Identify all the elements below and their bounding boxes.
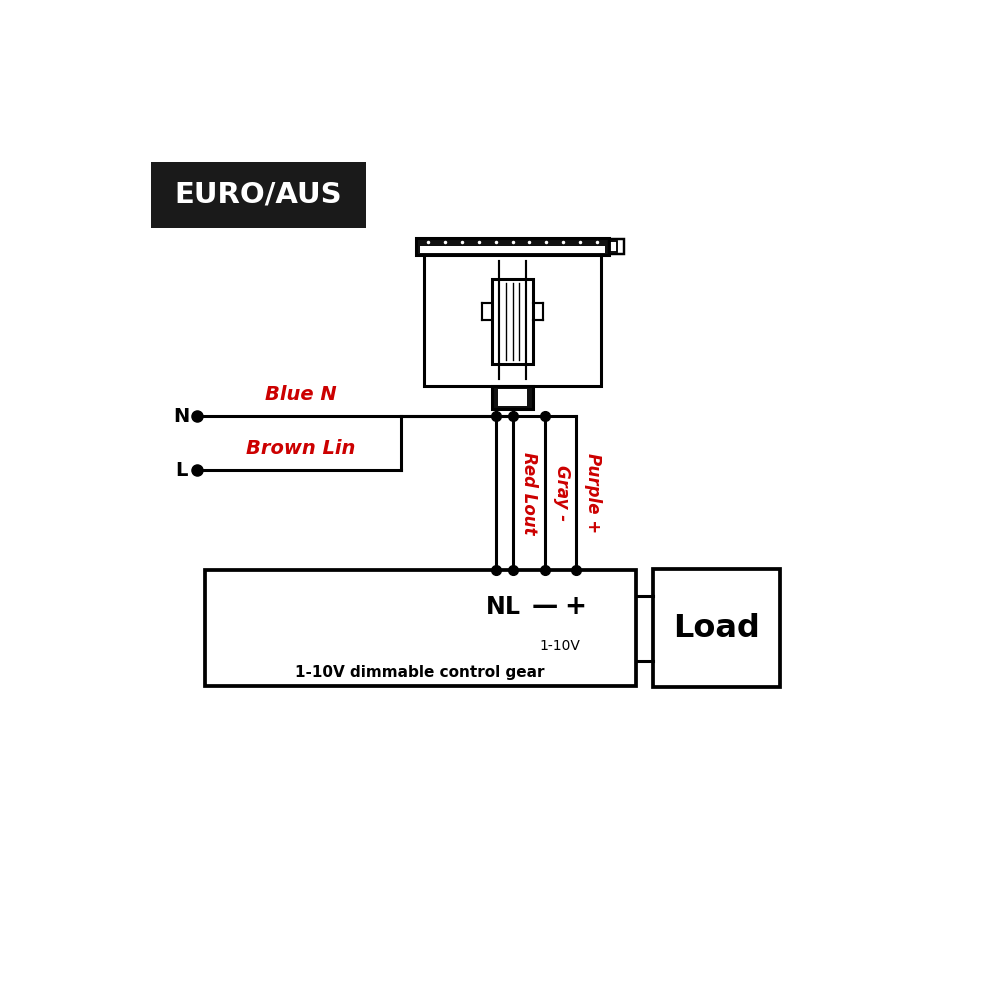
Text: EURO/AUS: EURO/AUS	[175, 181, 342, 209]
Text: Load: Load	[673, 613, 760, 644]
Text: L: L	[505, 595, 520, 619]
Text: 1-10V: 1-10V	[540, 639, 581, 653]
Text: N: N	[486, 595, 505, 619]
Bar	[498, 389, 527, 406]
Bar	[653, 569, 780, 687]
Bar	[492, 386, 533, 409]
Text: N: N	[173, 407, 190, 426]
Text: Red Lout: Red Lout	[520, 452, 538, 535]
Bar	[492, 279, 533, 364]
Text: L: L	[175, 461, 188, 480]
Bar	[205, 570, 636, 686]
Bar	[420, 246, 605, 253]
Text: 1-10V dimmable control gear: 1-10V dimmable control gear	[295, 665, 545, 680]
Text: Purple +: Purple +	[584, 453, 602, 534]
Text: Blue N: Blue N	[265, 385, 337, 404]
Bar	[609, 239, 624, 254]
Text: Brown Lin: Brown Lin	[246, 439, 355, 458]
Bar	[151, 162, 366, 228]
Bar	[610, 241, 617, 252]
Text: —: —	[532, 594, 558, 620]
Bar	[424, 255, 601, 386]
Text: Gray -: Gray -	[553, 465, 571, 522]
Text: +: +	[565, 594, 587, 620]
Bar	[416, 238, 609, 255]
